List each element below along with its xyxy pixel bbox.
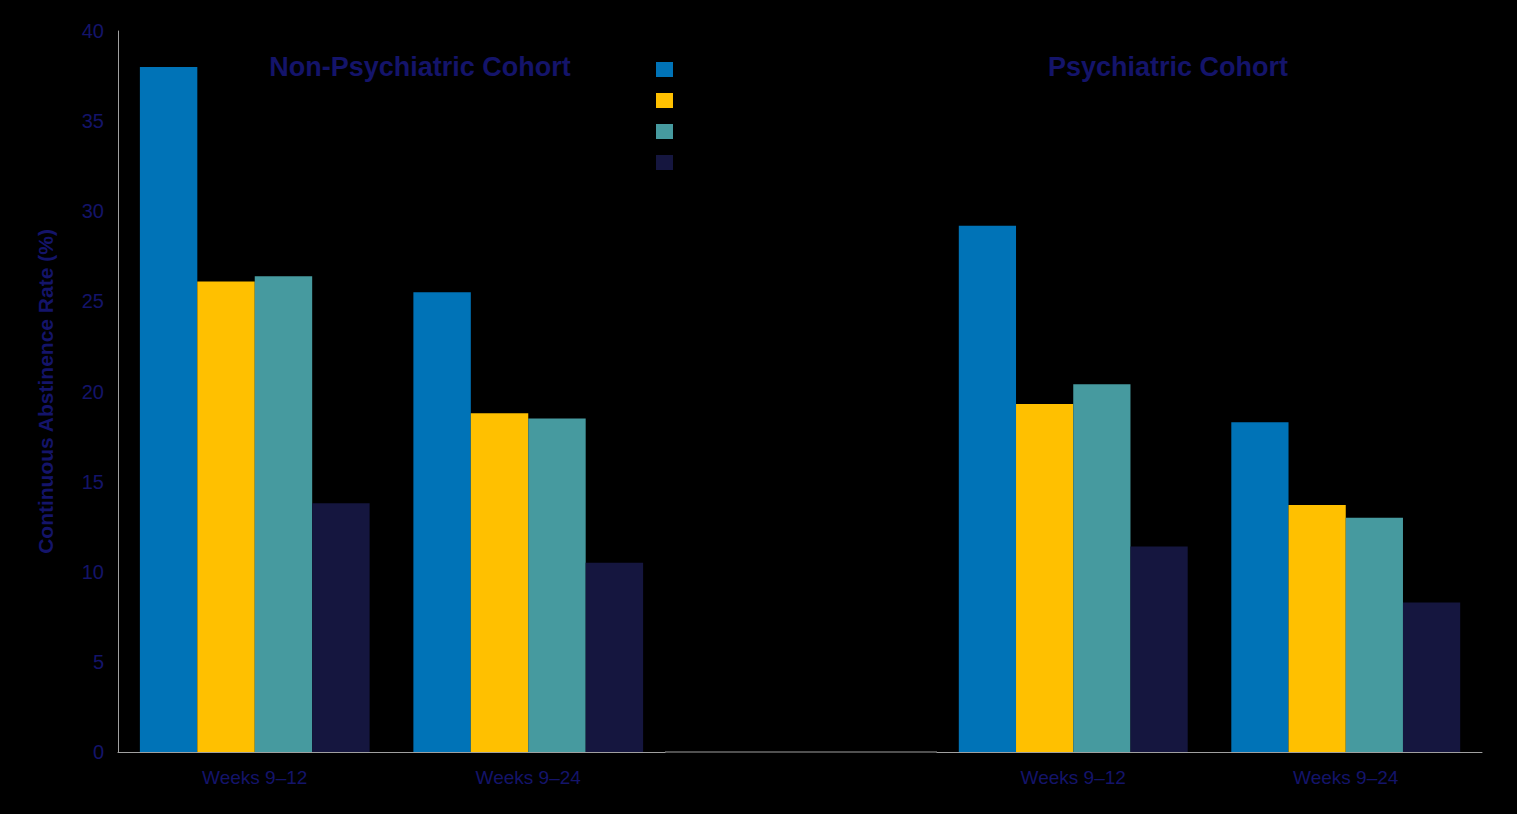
svg-text:35: 35 — [82, 110, 104, 132]
svg-text:Weeks 9–24: Weeks 9–24 — [476, 767, 582, 788]
svg-text:20: 20 — [82, 381, 104, 403]
svg-text:25: 25 — [82, 290, 104, 312]
svg-text:Weeks 9–24: Weeks 9–24 — [1293, 767, 1399, 788]
svg-text:Weeks 9–12: Weeks 9–12 — [1021, 767, 1126, 788]
svg-text:0: 0 — [93, 741, 104, 763]
svg-text:15: 15 — [82, 471, 104, 493]
svg-text:30: 30 — [82, 200, 104, 222]
svg-text:5: 5 — [93, 651, 104, 673]
svg-text:10: 10 — [82, 561, 104, 583]
svg-text:Psychiatric Cohort: Psychiatric Cohort — [1048, 52, 1288, 82]
svg-text:Non-Psychiatric Cohort: Non-Psychiatric Cohort — [269, 52, 571, 82]
svg-text:Weeks 9–12: Weeks 9–12 — [202, 767, 307, 788]
svg-text:40: 40 — [82, 20, 104, 42]
svg-text:Continuous Abstinence Rate (%): Continuous Abstinence Rate (%) — [34, 229, 57, 554]
